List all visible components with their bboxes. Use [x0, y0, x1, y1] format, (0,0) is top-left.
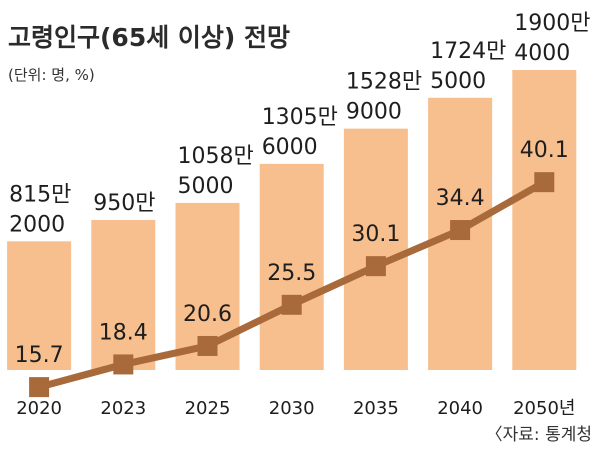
- bar-value-label-line1: 950만: [93, 191, 155, 216]
- line-point-1: [113, 354, 134, 375]
- bar-value-label-line1: 1900만: [514, 11, 590, 36]
- bar-value-label-line2: 6000: [262, 135, 318, 160]
- bar-value-label-line1: 1724만: [430, 39, 506, 64]
- x-tick-label: 2040: [437, 398, 483, 419]
- line-point-4: [365, 256, 386, 277]
- x-tick-label: 2023: [100, 398, 146, 419]
- label-group: 815만 2000 2020 950만 2023 1058만 5000 2025 1305만 60…: [9, 11, 590, 419]
- line-value-label: 40.1: [520, 138, 569, 163]
- bar-value-label-line2: 4000: [514, 41, 570, 66]
- chart-title: 고령인구(65세 이상) 전망: [8, 23, 290, 52]
- line-point-2: [197, 335, 218, 356]
- bar-4: [343, 128, 408, 370]
- bar-value-label-line2: 2000: [9, 212, 65, 237]
- bar-3: [259, 163, 324, 370]
- line-value-label: 34.4: [436, 186, 485, 211]
- x-tick-label: 2025: [185, 398, 231, 419]
- x-tick-label: 2030: [269, 398, 315, 419]
- bar-value-label-line1: 815만: [9, 182, 71, 207]
- line-group: [29, 172, 555, 398]
- bar-value-label-line1: 1305만: [262, 105, 338, 130]
- source-note: 〈자료: 통계청: [486, 425, 592, 445]
- line-value-label: 25.5: [267, 261, 316, 286]
- unit-note: (단위: 명, %): [8, 66, 95, 84]
- x-tick-label: 2050년: [513, 398, 575, 419]
- x-tick-label: 2035: [353, 398, 399, 419]
- line-point-6: [534, 172, 555, 193]
- bar-6: [512, 70, 577, 370]
- bar-value-label-line2: 5000: [430, 69, 486, 94]
- bar-value-label-line2: 5000: [178, 174, 234, 199]
- bar-1: [91, 220, 156, 370]
- line-point-3: [281, 294, 302, 315]
- line-point-0: [29, 377, 50, 398]
- line-value-label: 15.7: [15, 343, 64, 368]
- line-value-label: 30.1: [351, 222, 400, 247]
- line-value-label: 18.4: [99, 320, 148, 345]
- bar-0: [7, 241, 72, 370]
- line-value-label: 20.6: [183, 302, 232, 327]
- bar-value-label-line1: 1058만: [178, 144, 254, 169]
- x-tick-label: 2020: [16, 398, 62, 419]
- line-point-5: [450, 220, 471, 241]
- bar-value-label-line1: 1528만: [346, 70, 422, 95]
- bar-value-label-line2: 9000: [346, 100, 402, 125]
